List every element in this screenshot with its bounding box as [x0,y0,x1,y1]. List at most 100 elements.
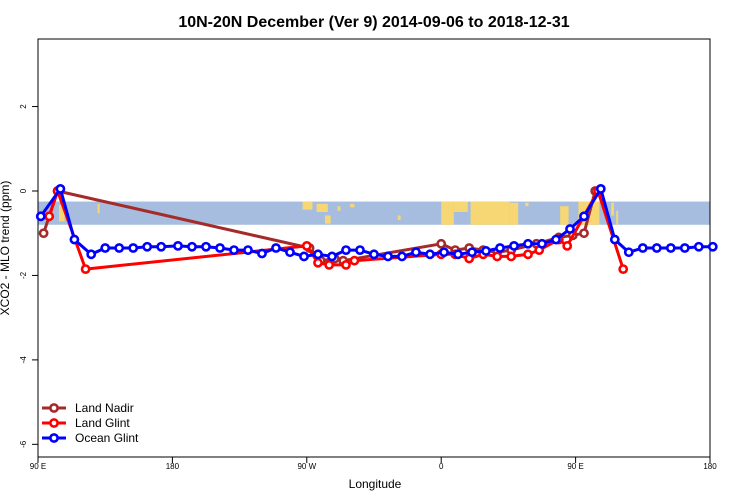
ocean-glint-point [69,234,80,245]
ocean-glint-point [86,249,97,260]
map-land [397,215,401,221]
ocean-glint-point [495,243,505,253]
x-tick-label: 90 E [30,462,46,471]
x-tick-label: 180 [166,462,180,471]
land-glint-point [349,255,360,266]
chart-title: 10N-20N December (Ver 9) 2014-09-06 to 2… [178,14,569,31]
ocean-glint-point [425,249,435,260]
ocean-glint-point [257,248,267,259]
ocean-glint-point [341,245,351,256]
ocean-glint-point [453,249,463,260]
ocean-glint-point [623,247,634,258]
ocean-glint-point [537,238,547,249]
x-tick-label: 90 E [567,462,583,471]
legend-label: Ocean Glint [75,431,139,445]
y-tick-label: 0 [19,188,28,193]
y-tick-label: 2 [19,104,28,109]
land-nadir-point [436,238,447,249]
ocean-glint-point [156,241,167,252]
ocean-glint-point [579,211,589,222]
map-land [350,203,355,208]
map-land [470,201,510,225]
ocean-glint-point [313,249,323,260]
ocean-glint-point [100,243,111,253]
ocean-glint-point [595,183,606,194]
ocean-glint-point [523,238,533,249]
ocean-glint-point [383,251,393,262]
map-land [441,201,454,225]
x-tick-label: 0 [439,462,444,471]
ocean-glint-point [651,243,662,253]
ocean-glint-point [299,251,309,262]
land-glint-point [44,211,55,222]
ocean-glint-point [707,241,718,252]
legend-item-ocean-glint: Ocean Glint [42,431,139,445]
map-land [525,202,529,207]
ocean-glint-point [187,241,197,252]
land-glint-point [562,240,573,251]
legend-swatch-marker [49,433,59,443]
map-land [560,206,569,225]
land-glint-point [341,259,351,270]
legend-label: Land Nadir [75,401,134,415]
ocean-glint-point [665,243,676,253]
ocean-glint-point [397,251,407,262]
ocean-glint-point [551,234,561,245]
land-nadir-point [579,228,589,239]
map-land [97,203,100,214]
map-land [337,206,341,211]
y-axis: 2 0 -2 -4 -6 [19,104,38,448]
legend-swatch-marker [49,403,59,413]
legend-swatch-marker [49,418,59,428]
map-ocean [38,201,710,225]
map-land [302,201,313,210]
ocean-glint-point [327,251,337,262]
ocean-glint-point [369,249,379,260]
ocean-glint-point [565,224,575,234]
ocean-glint-point [243,245,253,256]
ocean-glint-point [285,247,295,258]
land-nadir-point [38,228,49,239]
ocean-glint-point [481,246,491,256]
land-glint-point [506,251,517,262]
map-land [509,202,519,225]
legend-item-land-nadir: Land Nadir [42,401,134,415]
land-glint-point [523,249,533,260]
ocean-glint-point [411,247,421,258]
land-glint-point [313,257,323,268]
y-tick-label: -6 [19,440,28,448]
ocean-glint-point [35,211,46,222]
ocean-glint-point [142,241,153,252]
ocean-glint-point [439,247,449,258]
ocean-glint-point [114,243,125,253]
ocean-glint-point [509,240,519,251]
ocean-glint-point [355,245,365,256]
land-glint-point [80,264,91,275]
map-land [453,201,468,213]
y-tick-label: -2 [19,271,28,279]
x-tick-label: 90 W [297,462,316,471]
ocean-glint-point [128,243,139,253]
map-land [325,215,331,224]
ocean-glint-point [637,243,648,253]
ocean-glint-point [201,241,211,252]
x-axis: 90 E 180 90 W 0 90 E 180 [30,457,717,471]
y-axis-label: XCO2 - MLO trend (ppm) [0,181,12,316]
ocean-glint-point [609,234,620,245]
ocean-glint-point [467,247,477,258]
series-layer [35,183,718,275]
ocean-glint-point [229,245,239,256]
ocean-glint-point [679,243,690,253]
map-land [611,202,614,216]
ocean-glint-point [55,183,66,194]
land-glint-point [492,251,503,262]
legend-label: Land Glint [75,416,130,430]
ocean-glint-point [173,240,183,251]
x-tick-label: 180 [703,462,717,471]
ocean-glint-point [271,243,281,253]
ocean-glint-point [215,243,225,253]
y-tick-label: -4 [19,356,28,364]
map-land [316,203,328,213]
land-glint-point [301,240,312,251]
